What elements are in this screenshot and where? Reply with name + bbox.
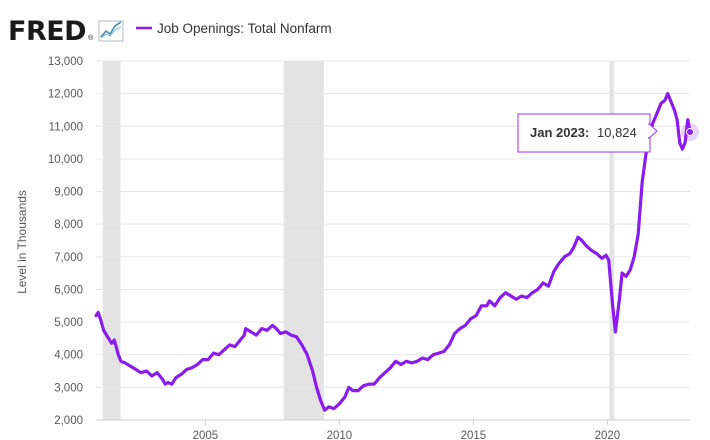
recession-band-1 [283,61,324,420]
tooltip-date: Jan 2023: [530,125,589,140]
x-tick-label: 2010 [327,430,353,440]
y-tick-label: 9,000 [54,187,83,199]
y-tick-label: 4,000 [54,350,83,362]
recession-band-0 [102,61,121,420]
line-chart-icon [98,20,124,42]
x-tick-label: 2015 [461,430,487,440]
y-tick-label: 7,000 [54,252,83,264]
tooltip-value: 10,824 [597,125,637,140]
y-tick-label: 12,000 [48,89,83,101]
registered-mark: ® [88,34,94,42]
header: FRED ® Job Openings: Total Nonfarm [8,16,332,47]
y-axis-label: Level in Thousands [15,190,29,294]
legend-label[interactable]: Job Openings: Total Nonfarm [157,21,332,36]
y-tick-label: 3,000 [54,382,83,394]
y-tick-label: 10,000 [48,154,83,166]
plot-area: 2,000 3,000 4,000 5,000 6,000 7,000 8,000 9,000… [48,56,699,440]
y-tick-label: 2,000 [54,415,83,427]
y-tick-label: 13,000 [48,56,83,68]
x-tick-label: 2020 [595,430,621,440]
highlight-point[interactable] [686,128,694,137]
y-tick-label: 6,000 [54,284,83,296]
y-tick-label: 11,000 [49,121,83,133]
series-line[interactable] [94,92,692,412]
y-tick-label: 8,000 [54,219,83,231]
recession-band-2 [609,61,615,420]
y-tick-label: 5,000 [54,317,83,329]
fred-logo[interactable]: FRED [8,16,87,47]
tooltip: Jan 2023: 10,824 [517,113,658,153]
x-tick-label: 2005 [193,430,219,440]
